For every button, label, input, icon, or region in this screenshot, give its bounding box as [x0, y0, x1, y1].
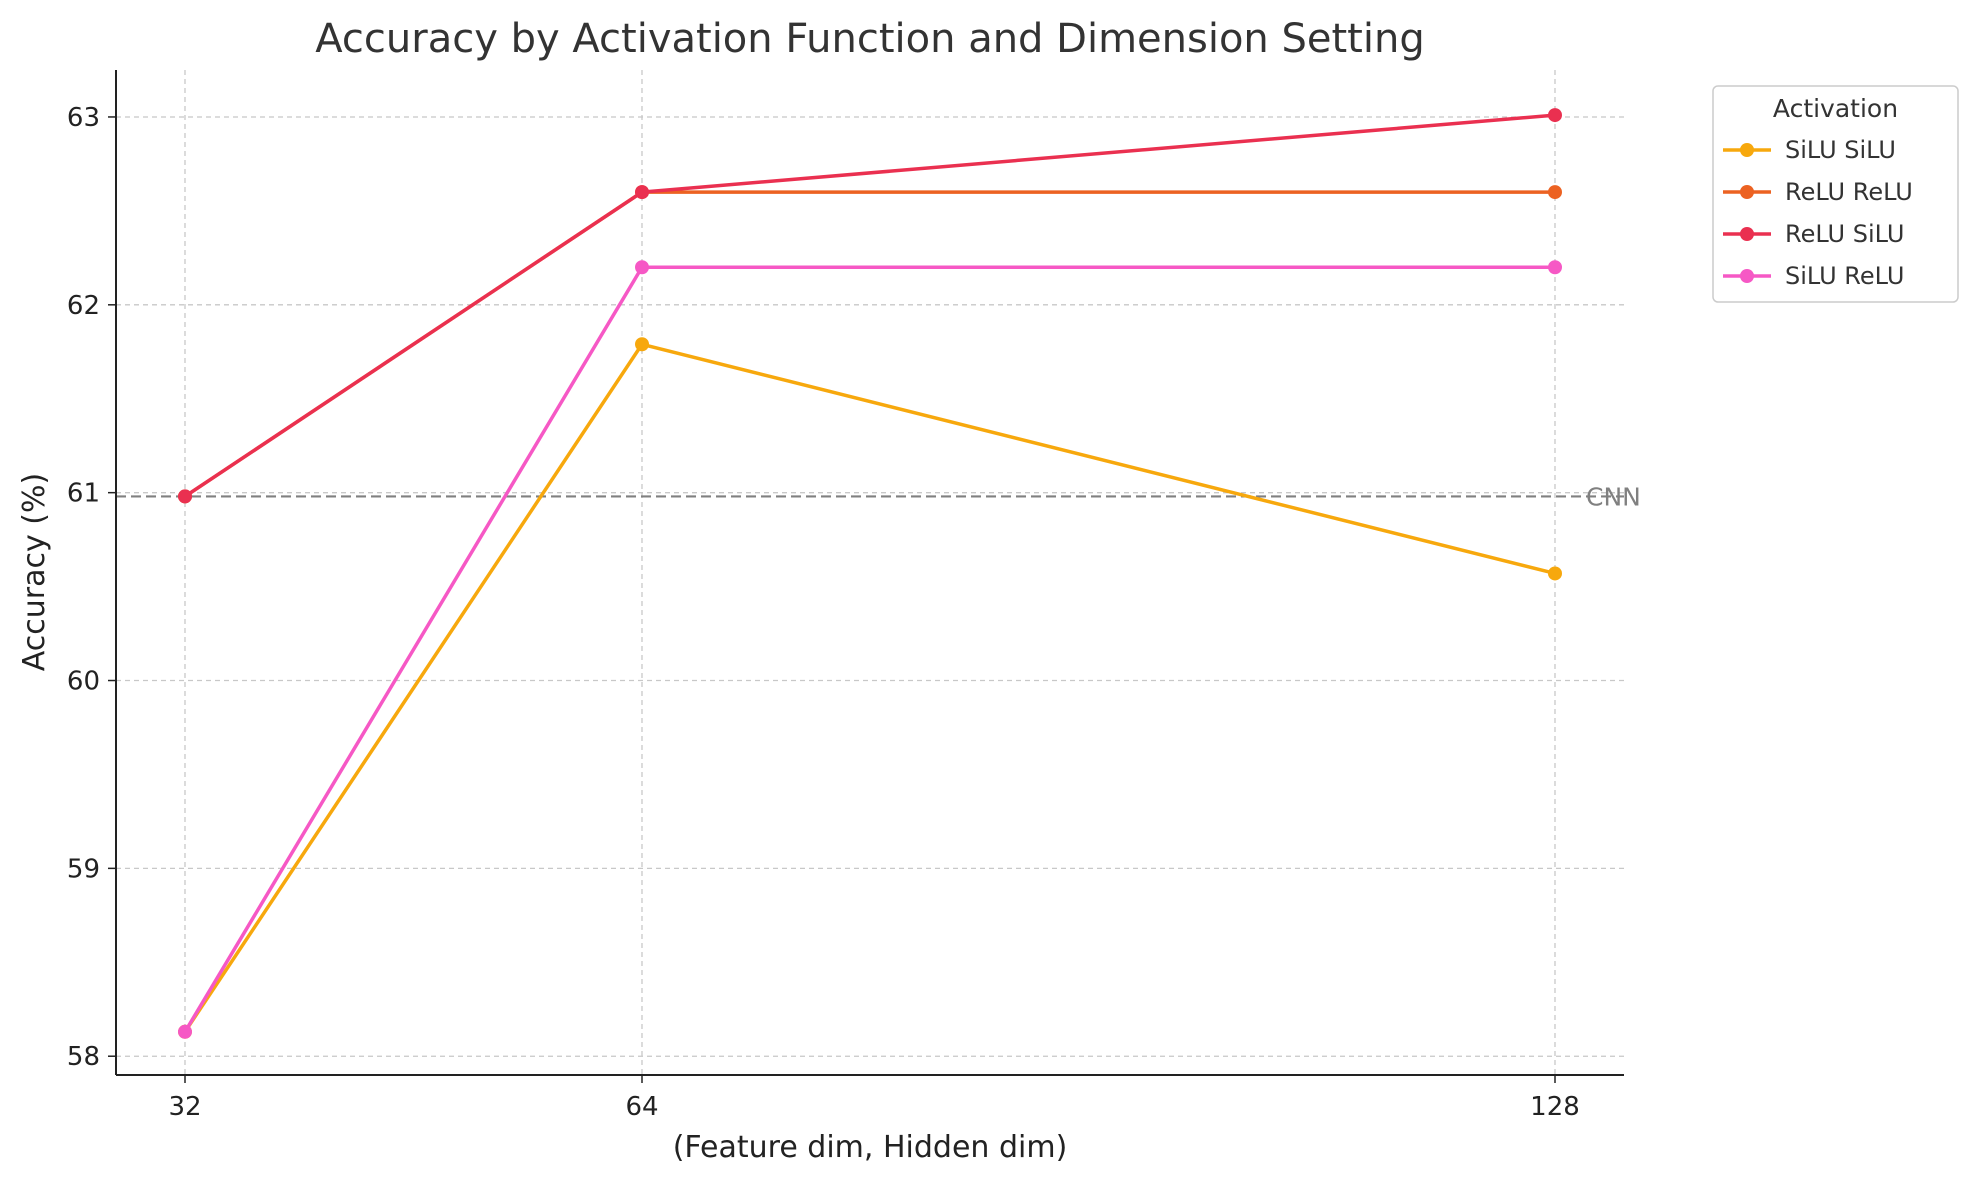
y-tick-label: 63 — [67, 103, 100, 133]
ticks: 58 59 60 61 62 63 32 64 128 — [67, 103, 1580, 1122]
legend-item: ReLU ReLU — [1723, 178, 1913, 206]
data-point — [635, 185, 649, 200]
legend-swatch-marker — [1740, 227, 1754, 241]
legend-label: SiLU SiLU — [1785, 136, 1896, 164]
grid — [116, 70, 1624, 1075]
y-tick-label: 61 — [67, 479, 100, 509]
legend-label: ReLU ReLU — [1785, 178, 1913, 206]
data-point — [635, 260, 649, 275]
data-point — [635, 337, 649, 352]
y-tick-label: 62 — [67, 291, 100, 321]
series-line — [184, 113, 1556, 498]
series-group — [178, 108, 1562, 1039]
series-silu-silu — [178, 337, 1562, 1039]
series-relu-silu — [178, 108, 1562, 504]
y-tick-label: 58 — [67, 1042, 100, 1072]
legend-item: SiLU SiLU — [1723, 136, 1896, 164]
y-tick-label: 60 — [67, 667, 100, 697]
data-point — [1548, 260, 1562, 275]
reference-line-group: CNN — [116, 482, 1641, 511]
series-line — [184, 190, 1555, 498]
legend-swatch-marker — [1740, 143, 1754, 157]
legend-box — [1712, 85, 1959, 303]
legend-swatch-marker — [1740, 185, 1754, 199]
data-point — [1548, 185, 1562, 200]
axes — [115, 70, 1624, 1076]
y-tick-label: 59 — [67, 854, 100, 884]
series-relu-relu — [178, 185, 1562, 504]
chart-title: Accuracy by Activation Function and Dime… — [315, 16, 1424, 62]
x-tick-label: 64 — [625, 1092, 658, 1122]
legend-swatch-marker — [1740, 269, 1754, 283]
legend-label: SiLU ReLU — [1785, 262, 1904, 290]
legend-label: ReLU SiLU — [1785, 220, 1904, 248]
x-tick-label: 128 — [1530, 1092, 1580, 1122]
y-axis-label: Accuracy (%) — [17, 473, 52, 671]
legend-item: ReLU SiLU — [1723, 220, 1904, 248]
legend: Activation SiLU SiLU ReLU ReLU ReLU SiLU SiL… — [1712, 85, 1959, 303]
legend-item: SiLU ReLU — [1723, 262, 1904, 290]
series-silu-relu — [178, 260, 1562, 1039]
legend-title: Activation — [1773, 94, 1898, 123]
data-point — [1548, 108, 1562, 123]
cnn-reference-label: CNN — [1586, 482, 1641, 511]
x-axis-label: (Feature dim, Hidden dim) — [673, 1130, 1068, 1165]
data-point — [178, 489, 192, 504]
x-tick-label: 32 — [168, 1092, 201, 1122]
series-line — [183, 265, 1555, 1033]
data-point — [178, 1024, 192, 1039]
data-point — [1548, 566, 1562, 581]
